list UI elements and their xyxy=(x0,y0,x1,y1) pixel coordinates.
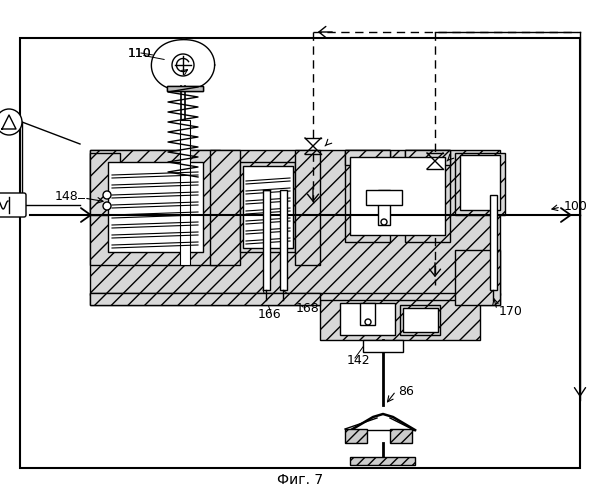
Bar xyxy=(360,303,375,325)
Circle shape xyxy=(103,191,111,199)
Bar xyxy=(167,86,203,91)
Circle shape xyxy=(381,219,387,225)
Bar xyxy=(390,429,412,443)
Bar xyxy=(400,305,440,335)
Bar xyxy=(90,153,120,215)
Bar xyxy=(405,150,450,242)
Bar xyxy=(90,293,320,305)
Bar xyxy=(455,250,500,305)
Bar xyxy=(280,190,287,290)
FancyBboxPatch shape xyxy=(0,193,26,217)
Bar xyxy=(90,150,500,295)
Bar xyxy=(90,293,500,305)
Bar xyxy=(403,308,438,332)
Circle shape xyxy=(0,109,22,135)
Bar xyxy=(345,150,390,165)
Polygon shape xyxy=(151,40,215,90)
Bar xyxy=(345,429,367,443)
Bar xyxy=(240,162,295,252)
Bar xyxy=(340,303,395,335)
Bar xyxy=(455,153,505,215)
Bar xyxy=(350,157,445,235)
Bar xyxy=(295,150,320,265)
Circle shape xyxy=(365,319,371,325)
Bar xyxy=(366,190,402,205)
Bar xyxy=(350,457,415,465)
Bar xyxy=(405,150,450,165)
Bar xyxy=(167,86,203,91)
Bar xyxy=(363,340,403,352)
Text: 166: 166 xyxy=(258,308,282,321)
Bar xyxy=(320,300,480,340)
Text: Фиг. 7: Фиг. 7 xyxy=(277,473,323,487)
Bar xyxy=(180,120,190,265)
Bar xyxy=(263,190,270,290)
Text: 148: 148 xyxy=(54,190,78,203)
Circle shape xyxy=(172,54,194,76)
Bar xyxy=(378,190,390,225)
Bar xyxy=(460,155,500,210)
Bar xyxy=(345,150,390,242)
Text: 168: 168 xyxy=(296,302,320,315)
Text: 100: 100 xyxy=(564,200,588,213)
Bar xyxy=(108,162,203,252)
Bar xyxy=(90,150,220,265)
Bar xyxy=(210,150,240,265)
Bar xyxy=(490,195,497,290)
Text: 142: 142 xyxy=(347,354,371,367)
Text: 110: 110 xyxy=(128,47,152,60)
Circle shape xyxy=(103,202,111,210)
Text: 86: 86 xyxy=(398,385,414,398)
Bar xyxy=(243,166,293,248)
Text: 170: 170 xyxy=(499,305,523,318)
Bar xyxy=(20,38,580,468)
Text: 110: 110 xyxy=(128,47,152,60)
